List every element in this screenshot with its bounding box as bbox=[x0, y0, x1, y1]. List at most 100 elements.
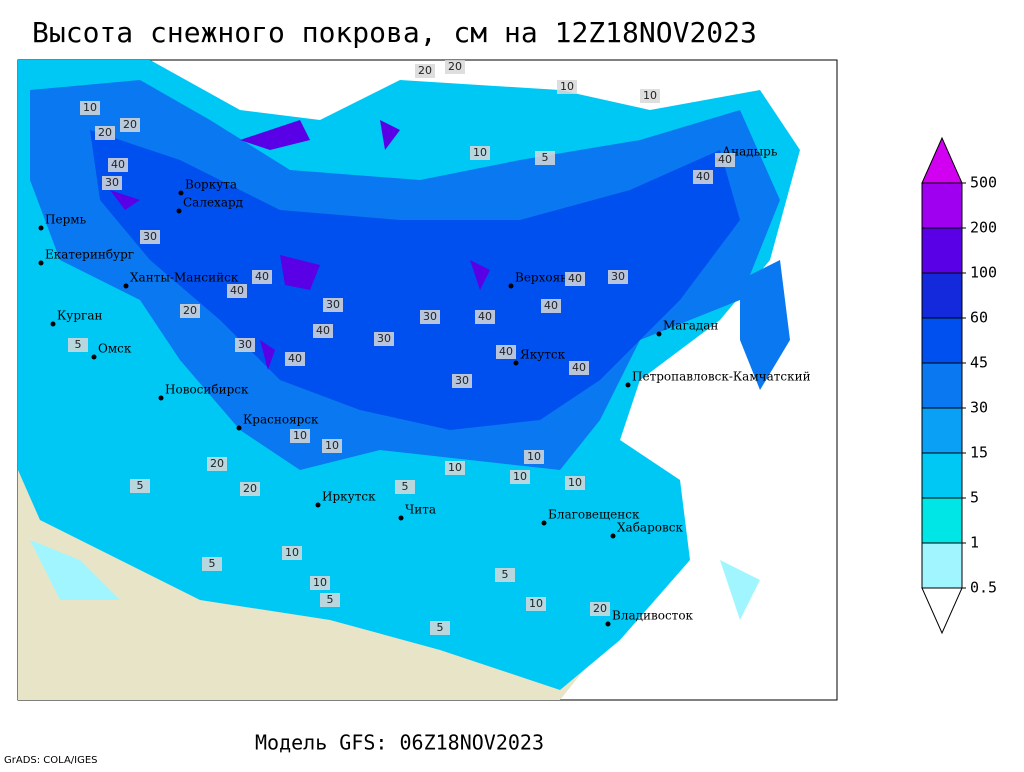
snow-45-60 bbox=[90, 130, 740, 430]
contour-label: 10 bbox=[448, 461, 462, 474]
city-dot bbox=[541, 520, 547, 526]
contour-label: 30 bbox=[455, 374, 469, 387]
contour-label-bg bbox=[140, 230, 160, 244]
snow-100 bbox=[110, 190, 490, 370]
colorbar-segment bbox=[921, 407, 963, 454]
contour-label-bg bbox=[569, 361, 589, 375]
colorbar-label: 60 bbox=[970, 309, 988, 327]
colorbar-bottom bbox=[921, 587, 963, 635]
contour-label-bg bbox=[445, 461, 465, 475]
city-dot bbox=[158, 395, 164, 401]
colorbar-label: 0.5 bbox=[970, 579, 997, 597]
city-dot bbox=[38, 260, 44, 266]
city-dot bbox=[50, 321, 56, 327]
colorbar-label: 500 bbox=[970, 174, 997, 192]
city-label: Новосибирск bbox=[165, 383, 249, 397]
credit: GrADS: COLA/IGES bbox=[4, 755, 98, 766]
contour-label: 5 bbox=[437, 621, 444, 634]
city-dot bbox=[656, 331, 662, 337]
contour-label: 20 bbox=[183, 304, 197, 317]
contour-label: 30 bbox=[611, 270, 625, 283]
contour-label: 40 bbox=[718, 153, 732, 166]
contour-label-bg bbox=[535, 151, 555, 165]
contour-label-bg bbox=[524, 450, 544, 464]
kamchatka bbox=[740, 260, 790, 390]
contour-label-bg bbox=[715, 153, 735, 167]
contour-label: 40 bbox=[696, 170, 710, 183]
contour-label-bg bbox=[320, 593, 340, 607]
contour-label-bg bbox=[565, 272, 585, 286]
contour-label-bg bbox=[130, 479, 150, 493]
city-label: Пермь bbox=[45, 213, 87, 227]
contour-label: 30 bbox=[143, 230, 157, 243]
contour-label: 30 bbox=[423, 310, 437, 323]
contour-label-bg bbox=[470, 146, 490, 160]
contour-label-bg bbox=[227, 284, 247, 298]
city-label: Магадан bbox=[663, 319, 718, 333]
contour-label: 5 bbox=[402, 480, 409, 493]
contour-label-bg bbox=[640, 89, 660, 103]
contour-label-bg bbox=[240, 482, 260, 496]
contour-label: 40 bbox=[478, 310, 492, 323]
contour-label: 10 bbox=[285, 546, 299, 559]
contour-label-bg bbox=[541, 299, 561, 313]
colorbar-segment bbox=[921, 362, 963, 409]
city-label: Владивосток bbox=[612, 609, 694, 623]
city-label: Хабаровск bbox=[617, 521, 683, 535]
contour-label-bg bbox=[495, 568, 515, 582]
city-dot bbox=[38, 225, 44, 231]
contour-label-bg bbox=[415, 64, 435, 78]
contour-label-bg bbox=[68, 338, 88, 352]
contour-label: 20 bbox=[593, 602, 607, 615]
contour-label: 40 bbox=[255, 270, 269, 283]
contour-label-bg bbox=[608, 270, 628, 284]
contour-label-bg bbox=[282, 546, 302, 560]
city-label: Благовещенск bbox=[548, 508, 640, 522]
city-label: Екатеринбург bbox=[45, 248, 134, 262]
contour-label: 20 bbox=[243, 482, 257, 495]
city-label: Красноярск bbox=[243, 413, 319, 427]
colorbar-top bbox=[921, 136, 963, 184]
city-dot bbox=[508, 283, 514, 289]
city-label: Салехард bbox=[183, 196, 243, 210]
city-label: Курган bbox=[57, 309, 102, 323]
colorbar-label: 5 bbox=[970, 489, 979, 507]
contour-label-bg bbox=[313, 324, 333, 338]
contour-label: 5 bbox=[75, 338, 82, 351]
city-dot bbox=[625, 382, 631, 388]
city-label: Омск bbox=[98, 342, 132, 356]
contour-label-bg bbox=[496, 345, 516, 359]
colorbar-label: 1 bbox=[970, 534, 979, 552]
contour-label: 30 bbox=[326, 298, 340, 311]
contour-label-bg bbox=[430, 621, 450, 635]
contour-label: 5 bbox=[502, 568, 509, 581]
contour-label-bg bbox=[207, 457, 227, 471]
contour-label-bg bbox=[290, 429, 310, 443]
colorbar-segment bbox=[921, 542, 963, 589]
city-label: Иркутск bbox=[322, 490, 376, 504]
city-label: Петропавловск-Камчатский bbox=[632, 370, 811, 384]
city-dot bbox=[91, 354, 97, 360]
contour-label: 30 bbox=[105, 176, 119, 189]
city-dot bbox=[398, 515, 404, 521]
contour-label-bg bbox=[80, 101, 100, 115]
contour-label: 40 bbox=[499, 345, 513, 358]
contour-label: 10 bbox=[473, 146, 487, 159]
contour-label: 40 bbox=[316, 324, 330, 337]
map: Воркута Салехард Пермь Екатеринбург Ханты-Ма… bbox=[17, 59, 838, 701]
contour-label: 20 bbox=[448, 60, 462, 73]
contour-label: 5 bbox=[209, 557, 216, 570]
colorbar-label: 45 bbox=[970, 354, 988, 372]
contour-label-bg bbox=[475, 310, 495, 324]
contour-label: 5 bbox=[542, 151, 549, 164]
city-label: Ханты-Мансийск bbox=[130, 271, 239, 285]
contour-label-bg bbox=[202, 557, 222, 571]
city-label: Чита bbox=[405, 503, 436, 517]
contour-label: 40 bbox=[288, 352, 302, 365]
contour-label-bg bbox=[452, 374, 472, 388]
contour-label-bg bbox=[693, 170, 713, 184]
colorbar-segment bbox=[921, 317, 963, 364]
contour-label-bg bbox=[557, 80, 577, 94]
contour-label: 20 bbox=[210, 457, 224, 470]
